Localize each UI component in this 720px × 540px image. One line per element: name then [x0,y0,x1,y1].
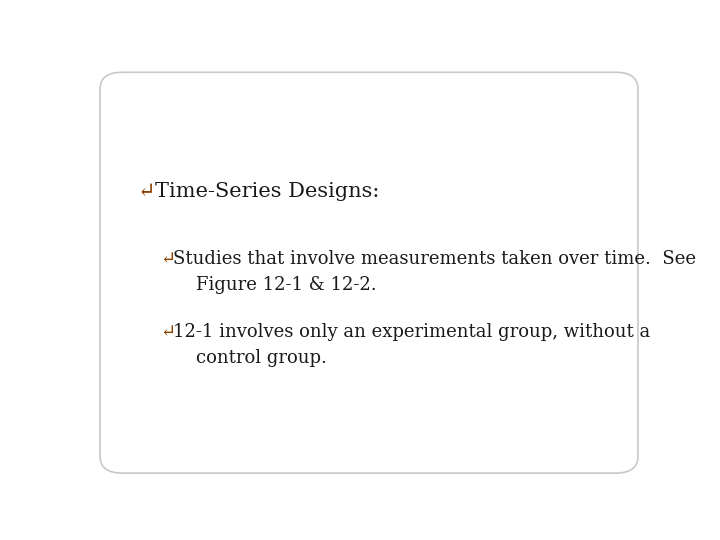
Text: Time-Series Designs:: Time-Series Designs: [156,182,379,201]
Text: ↵: ↵ [160,250,175,268]
Text: 12-1 involves only an experimental group, without a
    control group.: 12-1 involves only an experimental group… [173,322,650,367]
Text: Studies that involve measurements taken over time.  See
    Figure 12-1 & 12-2.: Studies that involve measurements taken … [173,250,696,294]
Text: ↵: ↵ [138,182,155,201]
FancyBboxPatch shape [100,72,638,473]
Text: ↵: ↵ [160,322,175,341]
